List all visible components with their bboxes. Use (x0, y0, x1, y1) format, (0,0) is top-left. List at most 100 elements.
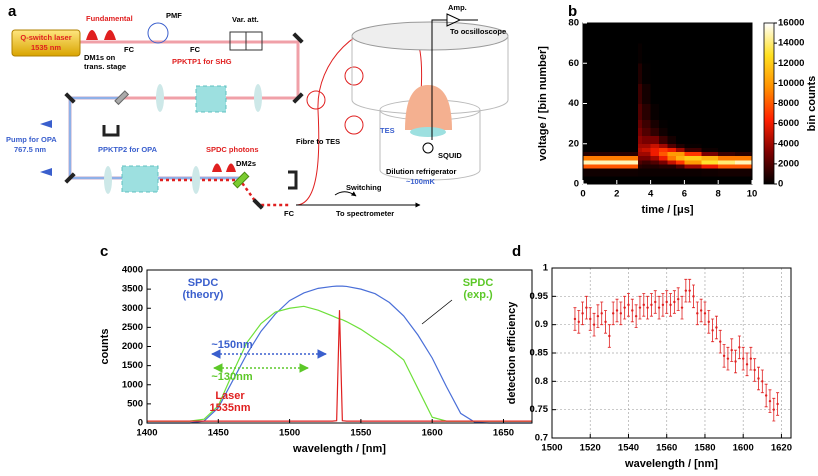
heat-cell (633, 151, 639, 157)
heat-cell (701, 63, 719, 84)
squid (422, 142, 434, 154)
heat-cell (735, 43, 753, 64)
heat-cell (616, 147, 635, 153)
spdc-beam (160, 178, 290, 207)
point (577, 320, 580, 324)
label: FC (284, 209, 295, 218)
beam-dump (102, 125, 120, 137)
heat-cell (599, 127, 618, 137)
heat-cell (684, 155, 702, 161)
heat-cell (667, 135, 677, 145)
point (615, 309, 619, 312)
heat-cell (650, 119, 660, 129)
point (707, 320, 710, 324)
y-tick-label: 2000 (122, 341, 143, 352)
point (634, 314, 638, 318)
heat-cell (718, 151, 736, 157)
heat-cell (735, 83, 753, 104)
heat-cell (650, 127, 660, 137)
heat-cell (642, 167, 651, 177)
heat-cell (583, 147, 601, 153)
x-tick-label: 1450 (208, 428, 229, 439)
colorbar-tick-label: 0 (778, 179, 783, 190)
heat-cell (633, 103, 639, 120)
heat-cell (633, 83, 639, 104)
fibre (295, 24, 423, 206)
heat-cell (637, 155, 643, 161)
heat-cell (650, 43, 660, 64)
heat-cell (675, 103, 685, 120)
heat-cell (675, 135, 685, 145)
heat-cell (650, 155, 660, 161)
heat-cell (735, 167, 753, 177)
point (764, 394, 768, 397)
point (676, 297, 680, 301)
mirror (292, 32, 304, 44)
point (742, 357, 745, 360)
annotation: ~150nm (211, 339, 252, 351)
heat-cell (675, 167, 685, 177)
dm1 (114, 90, 130, 106)
mirror (64, 172, 76, 184)
heat-cell (637, 163, 643, 169)
heat-cell (599, 83, 618, 104)
heat-cell (684, 135, 702, 145)
heat-cell (642, 63, 651, 84)
heat-cell (637, 135, 643, 145)
heat-cell (599, 163, 618, 169)
point (722, 354, 726, 358)
heat-cell (659, 175, 668, 185)
pmf-loop (147, 22, 169, 44)
heat-cell (675, 83, 685, 104)
heat-cell (718, 155, 736, 161)
heat-cell (675, 43, 685, 64)
heat-cell (616, 23, 635, 44)
heat-cell (735, 127, 753, 137)
x-tick-label: 1600 (422, 428, 443, 439)
panel: d 1500 1520 1540 1560 1580 1600 1620 0.7 0.75 0.8 0… (506, 243, 792, 470)
y-tick-label: 0.9 (535, 319, 548, 330)
x-tick-label: 1400 (136, 428, 157, 439)
heat-cell (642, 135, 651, 145)
heat-cell (583, 167, 601, 177)
panel-label: a (8, 3, 17, 20)
heat-cell (583, 127, 601, 137)
heat-cell (684, 163, 702, 169)
heat-cell (659, 83, 668, 104)
point (734, 360, 737, 363)
label: FC (124, 45, 135, 54)
annotation: (theory) (183, 289, 224, 301)
cold-finger (405, 85, 452, 130)
heat-cell (701, 119, 719, 129)
heat-cell (616, 63, 635, 84)
heat-cell (735, 163, 753, 169)
heat-cell (667, 155, 677, 161)
laser-label: Q-switch laser (20, 33, 71, 42)
colorbar-tick-label: 12000 (778, 58, 804, 69)
label: Pump for OPA (6, 135, 57, 144)
arrow (334, 191, 357, 197)
mirror (252, 198, 264, 210)
heat-cell (616, 167, 635, 177)
annotation: 1535nm (210, 402, 251, 414)
heat-cell (637, 23, 643, 44)
point (627, 303, 630, 307)
x-tick-label: 1500 (541, 443, 562, 454)
x-tick-label: 1560 (656, 443, 677, 454)
heat-cell (583, 103, 601, 120)
y-tick-label: 40 (568, 98, 579, 109)
annotation: SPDC (463, 277, 494, 289)
label: Fibre to TES (296, 137, 340, 146)
y-tick-label: 0 (574, 179, 579, 190)
point (726, 357, 730, 360)
crystal (121, 165, 159, 193)
heat-cell (684, 43, 702, 64)
point (631, 309, 634, 312)
heat-cell (633, 143, 639, 149)
heat-cell (583, 63, 601, 84)
heat-cell (667, 103, 677, 120)
y-tick-label: 1000 (122, 379, 143, 390)
heat-cell (637, 143, 643, 149)
label: TES (380, 126, 395, 135)
heat-cell (599, 135, 618, 145)
